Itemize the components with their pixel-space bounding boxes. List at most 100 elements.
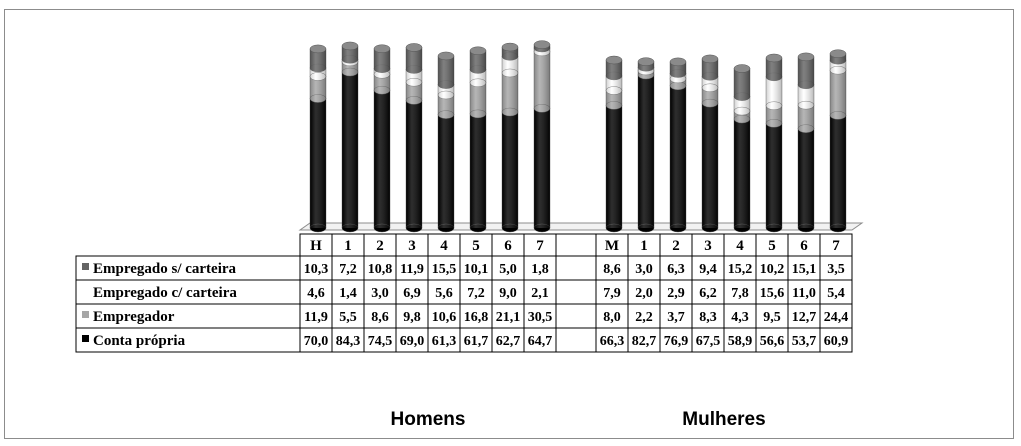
tick-label-homens-3: 3 bbox=[408, 238, 416, 254]
tick-label-homens-h: H bbox=[310, 238, 322, 254]
bar-top-cap bbox=[669, 57, 687, 67]
bar-homens-7 bbox=[533, 40, 551, 233]
bar-mulheres-7 bbox=[829, 49, 847, 233]
stacked-bar-chart: H 1 2 3 4 5 6 7 M 1 2 3 4 5 6 7 Empregado s/ carteira 10,… bbox=[75, 40, 864, 430]
data-label-empregado-c-carteira: 7,8 bbox=[731, 286, 749, 301]
data-label-empregado-c-carteira: 2,0 bbox=[635, 286, 653, 301]
tick-label-mulheres-1: 1 bbox=[640, 238, 648, 254]
tick-label-homens-2: 2 bbox=[376, 238, 384, 254]
tick-label-mulheres-7: 7 bbox=[832, 238, 840, 254]
bar-top-cap bbox=[437, 51, 455, 61]
bar-top-cap bbox=[765, 53, 783, 63]
bar-shading bbox=[342, 45, 358, 229]
data-label-conta-propria: 64,7 bbox=[528, 334, 553, 349]
bar-shading bbox=[798, 56, 814, 228]
data-label-empregado-s-carteira: 3,5 bbox=[827, 262, 845, 277]
bar-shading bbox=[310, 48, 326, 228]
data-label-empregado-s-carteira: 10,2 bbox=[760, 262, 785, 277]
bar-top-cap bbox=[373, 44, 391, 53]
data-label-conta-propria: 67,5 bbox=[696, 334, 721, 349]
data-label-empregador: 9,5 bbox=[763, 310, 781, 325]
data-label-conta-propria: 56,6 bbox=[760, 334, 785, 349]
bar-homens-3 bbox=[405, 43, 423, 233]
data-label-conta-propria: 84,3 bbox=[336, 334, 361, 349]
data-label-conta-propria: 60,9 bbox=[824, 334, 849, 349]
data-label-empregado-c-carteira: 7,2 bbox=[467, 286, 485, 301]
tick-label-mulheres-m: M bbox=[605, 238, 619, 254]
data-label-empregador: 16,8 bbox=[464, 310, 489, 325]
tick-label-mulheres-3: 3 bbox=[704, 238, 712, 254]
data-label-empregado-s-carteira: 10,1 bbox=[464, 262, 489, 277]
data-label-empregador: 8,0 bbox=[603, 310, 621, 325]
data-label-empregador: 2,2 bbox=[635, 310, 653, 325]
data-label-empregador: 11,9 bbox=[304, 310, 328, 325]
bar-shading bbox=[670, 61, 686, 229]
bar-shading bbox=[830, 53, 846, 229]
data-label-empregador: 24,4 bbox=[824, 310, 849, 325]
data-label-conta-propria: 74,5 bbox=[368, 334, 393, 349]
bar-shading bbox=[406, 47, 422, 228]
data-label-empregado-s-carteira: 3,0 bbox=[635, 262, 653, 277]
data-label-conta-propria: 53,7 bbox=[792, 334, 817, 349]
legend-label-empregado-c-carteira: Empregado c/ carteira bbox=[93, 285, 237, 301]
data-label-conta-propria: 58,9 bbox=[728, 334, 753, 349]
tick-label-homens-7: 7 bbox=[536, 238, 544, 254]
bar-mulheres-2 bbox=[669, 57, 687, 233]
bar-mulheres-4 bbox=[733, 64, 751, 233]
bar-top-cap bbox=[341, 41, 359, 51]
bar-top-cap bbox=[829, 49, 847, 58]
tick-label-homens-1: 1 bbox=[344, 238, 352, 254]
data-label-empregador: 3,7 bbox=[667, 310, 685, 325]
data-label-empregado-s-carteira: 7,2 bbox=[339, 262, 357, 277]
group-label-homens: Homens bbox=[391, 409, 466, 430]
bar-top-cap bbox=[605, 55, 623, 65]
data-label-conta-propria: 66,3 bbox=[600, 334, 625, 349]
data-label-empregado-s-carteira: 5,0 bbox=[499, 262, 517, 277]
data-label-empregado-c-carteira: 5,4 bbox=[827, 286, 845, 301]
data-label-empregado-c-carteira: 11,0 bbox=[792, 286, 816, 301]
data-label-empregado-s-carteira: 10,3 bbox=[304, 262, 329, 277]
data-label-empregado-c-carteira: 7,9 bbox=[603, 286, 621, 301]
bar-top-cap bbox=[309, 44, 327, 54]
data-label-conta-propria: 61,7 bbox=[464, 334, 489, 349]
bar-top-cap bbox=[405, 43, 423, 52]
data-label-empregador: 21,1 bbox=[496, 310, 521, 325]
data-label-empregador: 5,5 bbox=[339, 310, 357, 325]
data-label-empregador: 8,6 bbox=[371, 310, 389, 325]
bar-shading bbox=[438, 55, 454, 229]
bar-shading bbox=[502, 47, 518, 228]
data-label-conta-propria: 70,0 bbox=[304, 334, 329, 349]
data-label-empregado-s-carteira: 11,9 bbox=[400, 262, 424, 277]
group-label-mulheres: Mulheres bbox=[682, 409, 765, 430]
bar-homens-4 bbox=[437, 51, 455, 233]
data-label-empregado-s-carteira: 10,8 bbox=[368, 262, 393, 277]
data-label-empregado-c-carteira: 2,9 bbox=[667, 286, 685, 301]
bar-mulheres-m bbox=[605, 55, 623, 233]
bar-homens-5 bbox=[469, 46, 487, 233]
bars-layer bbox=[309, 40, 847, 233]
data-label-empregador: 10,6 bbox=[432, 310, 457, 325]
data-label-empregador: 4,3 bbox=[731, 310, 749, 325]
tick-label-mulheres-2: 2 bbox=[672, 238, 680, 254]
tick-label-mulheres-6: 6 bbox=[800, 238, 808, 254]
bar-mulheres-5 bbox=[765, 53, 783, 233]
data-label-empregado-c-carteira: 3,0 bbox=[371, 286, 389, 301]
data-label-empregado-c-carteira: 6,9 bbox=[403, 286, 421, 301]
data-label-empregado-s-carteira: 15,1 bbox=[792, 262, 817, 277]
data-table: H 1 2 3 4 5 6 7 M 1 2 3 4 5 6 7 Empregado s/ carteira 10,… bbox=[75, 233, 853, 353]
bar-shading bbox=[374, 48, 390, 228]
data-label-empregador: 9,8 bbox=[403, 310, 421, 325]
bar-homens-h bbox=[309, 44, 327, 233]
data-label-empregado-s-carteira: 1,8 bbox=[531, 262, 549, 277]
data-label-empregador: 30,5 bbox=[528, 310, 553, 325]
legend-label-conta-propria: Conta própria bbox=[93, 333, 186, 349]
bar-shading bbox=[470, 50, 486, 228]
bar-homens-1 bbox=[341, 41, 359, 233]
data-label-empregado-s-carteira: 15,5 bbox=[432, 262, 457, 277]
data-label-conta-propria: 82,7 bbox=[632, 334, 657, 349]
data-label-empregado-c-carteira: 9,0 bbox=[499, 286, 517, 301]
tick-label-mulheres-5: 5 bbox=[768, 238, 776, 254]
data-label-empregado-c-carteira: 5,6 bbox=[435, 286, 453, 301]
data-label-conta-propria: 61,3 bbox=[432, 334, 457, 349]
bar-top-cap bbox=[501, 42, 519, 52]
